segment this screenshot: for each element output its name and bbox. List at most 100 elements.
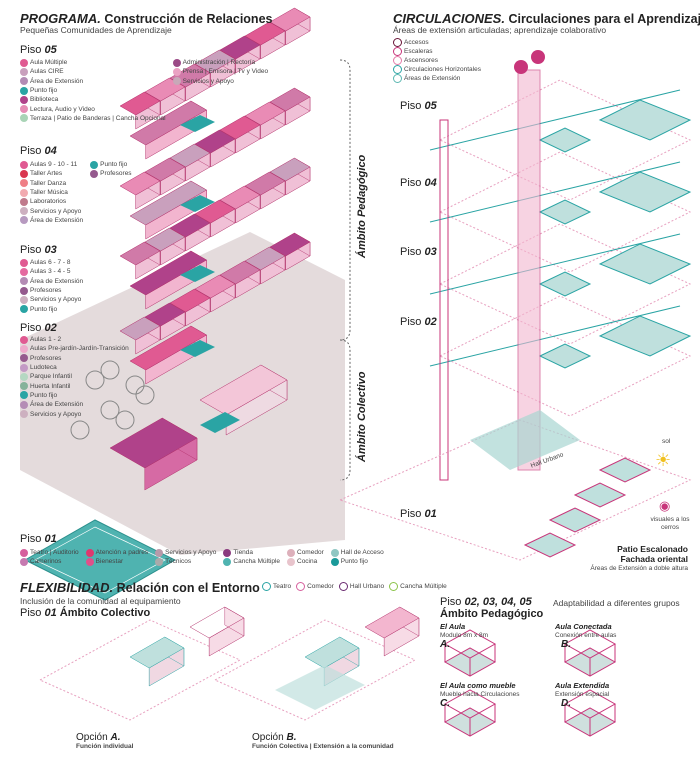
- legend-item: Administración | Rectoría: [172, 58, 269, 67]
- flexibilidad-floor: Piso 01 Ámbito Colectivo: [20, 607, 151, 619]
- color-swatch-icon: [20, 160, 28, 169]
- legend-item: Punto fijo: [90, 160, 131, 169]
- extension-area: [598, 99, 692, 141]
- color-swatch-icon: [20, 286, 28, 295]
- ring-icon: [393, 47, 402, 56]
- legend-item: Ludoteca: [20, 363, 129, 372]
- building-block: [194, 274, 236, 299]
- punto-fijo-block: [200, 412, 240, 433]
- extension-area: [598, 171, 692, 213]
- color-swatch-icon: [20, 305, 28, 314]
- horizontal-circulation: [429, 161, 681, 223]
- circulaciones-heading: CIRCULACIONES. Circulaciones para el Apr…: [393, 11, 700, 26]
- building-block: [194, 129, 236, 154]
- color-swatch-icon: [20, 114, 28, 123]
- legend-column: Comedor Cocina: [287, 548, 324, 567]
- legend-item: Profesores: [20, 286, 83, 295]
- color-swatch-icon: [330, 548, 339, 557]
- legend-item: Lectura, Audio y Video: [20, 104, 166, 114]
- legend-item: Profesores: [90, 169, 132, 178]
- color-swatch-icon: [20, 197, 28, 206]
- circ-piso-label: Piso 03: [400, 246, 437, 258]
- color-swatch-icon: [20, 391, 28, 400]
- aula-card: Aula Extendida Extensión espacial D.: [555, 681, 610, 709]
- circulaciones-legend: Accesos Escaleras Ascensores Circulaciones …: [393, 38, 481, 83]
- patio-step: [598, 457, 652, 483]
- collective-area: [275, 665, 365, 710]
- color-swatch-icon: [20, 58, 28, 67]
- piso-02-legend: Aulas 1 - 2 Aulas Pre-jardín-Jardín-Trans…: [20, 335, 129, 419]
- building-block: [169, 288, 211, 313]
- legend-item: Parque Infantil: [20, 372, 129, 381]
- color-swatch-icon: [172, 77, 181, 86]
- piso-05-label: Piso 05: [20, 44, 57, 56]
- building-block: [169, 213, 211, 238]
- ambito-pedagogico-label: Ámbito Pedagógico: [356, 154, 368, 258]
- piso-01-label: Piso 01: [20, 533, 57, 545]
- legend-item: Técnicos: [155, 557, 216, 566]
- color-swatch-icon: [20, 67, 28, 76]
- building-block: [194, 49, 236, 74]
- ring-icon: [393, 38, 402, 47]
- color-swatch-icon: [20, 354, 28, 363]
- legend-item: Aulas 1 - 2: [20, 335, 129, 344]
- flexibilidad-legend: Teatro Comedor Hall Urbano Cancha Múltiple: [262, 582, 447, 591]
- elevator-shaft: [517, 69, 541, 471]
- legend-column: Aulas 1 - 2 Aulas Pre-jardín-Jardín-Trans…: [20, 335, 129, 419]
- color-swatch-icon: [20, 95, 28, 104]
- eye-icon: ◉: [659, 498, 671, 513]
- color-swatch-icon: [330, 557, 339, 566]
- visuales-label: visuales a los cerros: [650, 516, 690, 531]
- ring-icon: [338, 582, 348, 591]
- color-swatch-icon: [90, 160, 99, 169]
- extension-area: [538, 199, 592, 225]
- tree-icon: [70, 420, 90, 440]
- color-swatch-icon: [20, 295, 28, 304]
- color-swatch-icon: [20, 344, 28, 353]
- punto-fijo-block: [180, 195, 215, 212]
- building-block: [219, 35, 261, 60]
- color-swatch-icon: [20, 77, 28, 86]
- legend-item: Comedor: [296, 582, 334, 591]
- building-block: [189, 606, 245, 639]
- legend-column: Hall de Acceso Punto fijo: [330, 548, 384, 567]
- tree-icon: [85, 370, 105, 390]
- legend-item: Circulaciones Horizontales: [393, 65, 481, 74]
- punto-fijo-block: [180, 115, 215, 132]
- building-block: [119, 91, 161, 116]
- legend-item: Punto fijo: [330, 557, 384, 566]
- legend-item: Punto fijo: [20, 304, 83, 314]
- color-swatch-icon: [155, 557, 164, 566]
- circulaciones-caption: Áreas de extensión articuladas; aprendiz…: [393, 25, 607, 35]
- legend-item: Escaleras: [393, 47, 481, 56]
- legend-item: Aulas 6 - 7 - 8: [20, 258, 83, 267]
- color-swatch-icon: [20, 372, 28, 381]
- sports-court: [23, 519, 177, 601]
- legend-item: Biblioteca: [20, 95, 166, 104]
- building-block: [364, 606, 420, 639]
- ambito-bracket: [339, 339, 351, 481]
- legend-column: Teatro | Auditorio Camerinos: [20, 548, 79, 567]
- extension-area: [598, 243, 692, 285]
- piso-02-label: Piso 02: [20, 322, 57, 334]
- opcion-b: Opción B. Función Colectiva | Extensión a…: [252, 732, 394, 750]
- legend-item: Área de Extensión: [20, 77, 166, 86]
- building-block: [129, 325, 208, 371]
- patio-step: [548, 507, 602, 533]
- building-block: [129, 100, 208, 146]
- aula-card: El Aula Modulo 8m x 8m A.: [440, 622, 489, 650]
- color-swatch-icon: [287, 548, 295, 557]
- legend-item: Taller Artes: [20, 169, 83, 178]
- legend-item: Terraza | Patio de Banderas | Cancha Opc…: [20, 114, 166, 123]
- building-block: [244, 101, 286, 126]
- patio-step: [573, 482, 627, 508]
- piso-04-legend: Aulas 9 - 10 - 11 Taller Artes Taller Danz…: [20, 160, 132, 225]
- color-swatch-icon: [172, 58, 181, 67]
- piso-05-legend: Aula Múltiple Aulas CIRE Área de Extensión…: [20, 58, 268, 123]
- extension-area: [538, 343, 592, 369]
- color-swatch-icon: [20, 207, 28, 216]
- legend-item: Ascensores: [393, 56, 481, 65]
- legend-item: Hall Urbano: [338, 582, 384, 591]
- legend-column: Punto fijo Profesores: [90, 160, 132, 225]
- legend-item: Bienestar: [85, 557, 148, 566]
